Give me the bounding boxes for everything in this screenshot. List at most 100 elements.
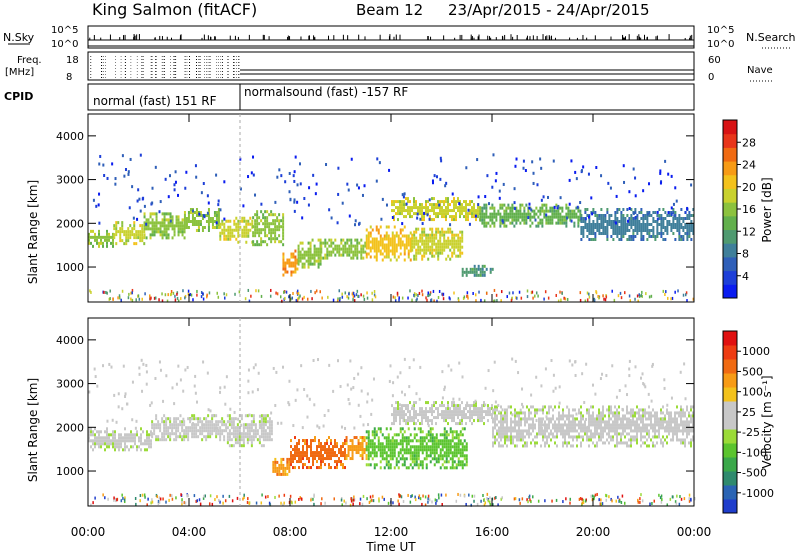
scatter-cell xyxy=(415,460,418,464)
clutter-cell xyxy=(311,297,313,301)
scatter-cell xyxy=(252,243,255,247)
scatter-cell xyxy=(498,426,500,430)
scatter-cell xyxy=(563,221,566,225)
scatter-cell xyxy=(125,236,128,240)
isolated-echo xyxy=(358,221,361,225)
scatter-cell xyxy=(419,460,422,464)
scatter-cell xyxy=(423,251,426,255)
scatter-cell xyxy=(235,237,238,241)
scatter-cell xyxy=(441,433,444,437)
scatter-cell xyxy=(217,429,220,433)
scatter-cell xyxy=(594,211,597,214)
clutter-cell xyxy=(415,299,417,303)
scatter-cell xyxy=(185,217,188,220)
scatter-cell xyxy=(294,466,296,470)
isolated-echo xyxy=(615,194,618,198)
nsearch-tick-top: 10^5 xyxy=(707,25,734,36)
scatter-cell xyxy=(342,454,344,458)
scatter-cell xyxy=(395,212,397,216)
scatter-cell xyxy=(173,432,176,436)
scatter-cell xyxy=(636,423,638,427)
scatter-cell xyxy=(662,405,664,409)
scatter-cell xyxy=(407,410,409,414)
scatter-cell xyxy=(307,247,310,251)
scatter-cell xyxy=(312,463,314,467)
scatter-cell xyxy=(260,231,263,235)
scatter-cell xyxy=(485,209,488,213)
scatter-cell xyxy=(670,211,673,214)
scatter-cell xyxy=(508,435,510,439)
scatter-cell xyxy=(316,448,318,452)
scatter-cell xyxy=(483,270,486,274)
scatter-cell xyxy=(351,457,354,461)
isolated-echo xyxy=(137,188,140,192)
scatter-cell xyxy=(500,417,502,421)
scatter-cell xyxy=(144,439,146,443)
scatter-cell xyxy=(292,457,294,461)
scatter-cell xyxy=(455,203,457,207)
scatter-cell xyxy=(197,429,200,433)
scatter-cell xyxy=(563,215,566,219)
scatter-cell xyxy=(258,228,261,232)
scatter-cell xyxy=(506,435,508,439)
scatter-cell xyxy=(88,427,90,431)
scatter-cell xyxy=(300,451,302,455)
scatter-cell xyxy=(217,223,220,226)
clutter-cell xyxy=(353,294,356,298)
scatter-cell xyxy=(299,259,302,263)
scatter-cell xyxy=(423,445,426,449)
scatter-cell xyxy=(566,441,568,445)
scatter-cell xyxy=(618,411,620,415)
scatter-cell xyxy=(238,441,241,445)
scatter-cell xyxy=(245,222,248,226)
scatter-cell xyxy=(576,444,578,448)
scatter-cell xyxy=(344,454,346,458)
scatter-cell xyxy=(455,463,458,467)
clutter-cell xyxy=(138,297,141,301)
scatter-cell xyxy=(626,238,629,241)
scatter-cell xyxy=(211,429,214,433)
clutter-cell xyxy=(189,293,191,297)
scatter-cell xyxy=(471,206,473,210)
scatter-cell xyxy=(644,429,646,433)
scatter-cell xyxy=(278,228,281,232)
scatter-cell xyxy=(574,435,576,439)
scatter-cell xyxy=(676,426,678,430)
scatter-cell xyxy=(262,414,265,418)
scatter-cell xyxy=(552,414,554,418)
scatter-cell xyxy=(492,429,494,433)
scatter-cell xyxy=(113,227,116,231)
scatter-cell xyxy=(658,223,661,226)
scatter-cell xyxy=(548,408,550,412)
scatter-cell xyxy=(427,233,430,237)
scatter-cell xyxy=(664,429,666,433)
scatter-cell xyxy=(230,432,233,436)
scatter-cell xyxy=(124,442,126,446)
scatter-cell xyxy=(423,218,425,222)
scatter-cell xyxy=(344,466,346,470)
scatter-cell xyxy=(449,410,451,414)
scatter-cell xyxy=(340,238,343,242)
scatter-cell xyxy=(221,219,224,223)
scatter-cell xyxy=(98,235,100,239)
scatter-cell xyxy=(455,254,458,258)
scatter-cell xyxy=(199,420,202,424)
scatter-cell xyxy=(397,243,400,247)
scatter-cell xyxy=(437,442,440,446)
scatter-cell xyxy=(157,230,160,234)
scatter-cell xyxy=(421,239,424,243)
scatter-cell xyxy=(646,217,649,220)
scatter-cell xyxy=(215,226,218,229)
scatter-cell xyxy=(668,414,670,418)
scatter-cell xyxy=(130,436,132,440)
clutter-cell xyxy=(518,290,521,294)
scatter-cell xyxy=(262,216,265,220)
scatter-cell xyxy=(262,228,265,232)
scatter-cell xyxy=(662,411,664,415)
scatter-cell xyxy=(596,214,599,217)
scatter-cell xyxy=(465,413,467,417)
scatter-cell xyxy=(262,240,265,244)
scatter-cell xyxy=(567,209,570,213)
isolated-echo xyxy=(491,185,494,189)
scatter-cell xyxy=(650,420,652,424)
